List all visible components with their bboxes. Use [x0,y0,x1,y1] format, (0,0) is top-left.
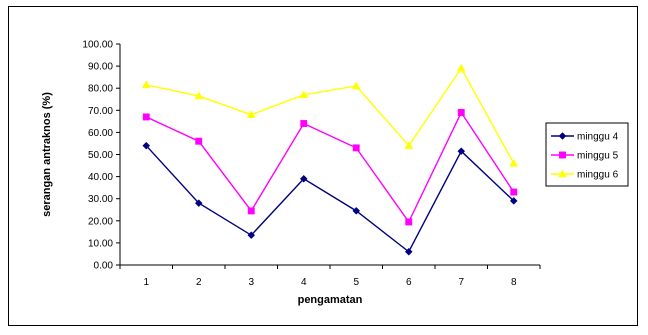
x-axis-ticks: 1 2 3 4 5 6 7 8 [119,265,541,288]
data-point [457,109,465,116]
legend-label: minggu 6 [577,170,619,181]
data-point [404,247,413,256]
x-tick-label: 1 [143,277,149,288]
series-layer [141,63,519,256]
legend-marker [558,169,567,178]
series-1 [142,141,518,256]
y-axis-ticks: 0.00 10.00 20.00 30.00 40.00 50.00 60.00 70.00 8… [82,40,120,272]
x-axis-title: pengamatan [298,294,363,306]
data-point [299,174,308,183]
y-axis-title: serangan antraknos (%) [41,92,53,217]
data-point [299,90,309,99]
y-tick-label: 50.00 [88,150,113,161]
series-line [146,66,515,164]
y-tick-label: 30.00 [88,194,113,205]
data-point [457,147,466,156]
x-tick-label: 3 [248,277,254,288]
x-tick-label: 5 [353,277,359,288]
x-tick-label: 6 [406,277,412,288]
legend-marker [559,151,566,159]
legend-label: minggu 4 [577,132,619,143]
y-tick-label: 40.00 [88,172,113,183]
data-point [246,110,256,118]
data-point [194,91,204,100]
data-point [352,207,361,215]
series-line [145,145,515,253]
data-point [509,158,519,167]
y-tick-label: 10.00 [88,238,113,249]
y-tick-label: 20.00 [88,216,113,227]
data-point [509,197,518,205]
data-point [142,113,150,121]
data-point [247,231,256,240]
y-tick-label: 80.00 [88,84,113,95]
data-point [142,141,151,150]
series-3 [141,63,519,167]
series-line [145,111,515,224]
data-point [141,80,151,89]
data-point [405,218,413,226]
data-point [351,81,361,90]
y-tick-label: 70.00 [88,106,113,117]
data-point [247,207,255,215]
y-tick-label: 60.00 [88,128,113,139]
x-tick-label: 4 [301,277,307,288]
data-point [300,120,308,128]
legend: minggu 4 minggu 5 minggu 6 [545,122,629,187]
data-point [456,63,466,72]
data-point [404,141,414,149]
x-tick-label: 2 [196,277,202,288]
data-point [352,144,360,152]
data-point [195,137,203,145]
data-point [510,188,518,196]
legend-marker [558,132,567,140]
legend-label: minggu 5 [577,151,619,162]
series-2 [142,109,518,226]
x-tick-label: 7 [458,277,464,288]
data-point [194,199,203,207]
y-tick-label: 100.00 [82,40,113,51]
chart-frame [8,6,638,326]
y-tick-label: 0.00 [94,261,114,272]
x-tick-label: 8 [511,277,517,288]
y-tick-label: 90.00 [88,62,113,73]
